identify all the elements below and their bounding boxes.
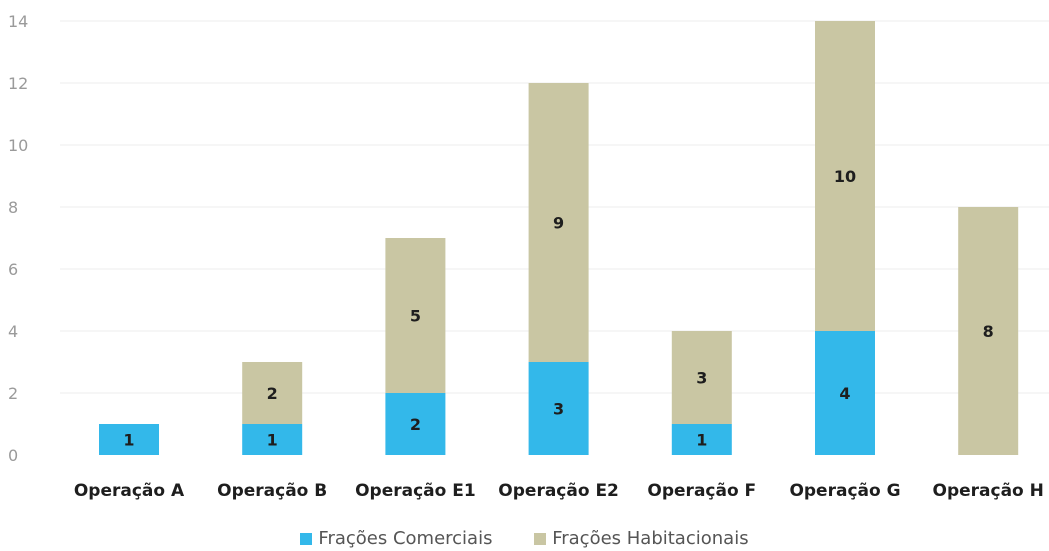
bar-segment-comerciais [528, 362, 589, 455]
y-tick-label: 4 [8, 322, 18, 341]
y-axis: 0 2 4 6 8 10 12 14 [8, 12, 28, 465]
x-category-label: Operação E1 [355, 481, 476, 501]
bar-segment-habitacionais [815, 21, 875, 331]
data-label: 2 [267, 384, 278, 403]
bar-segment-habitacionais [528, 83, 589, 362]
bar-segment-comerciais [815, 331, 875, 455]
x-axis: Operação A Operação B Operação E1 Operação … [74, 481, 1044, 501]
y-tick-label: 8 [8, 198, 18, 217]
data-label: 2 [410, 415, 421, 434]
y-tick-label: 2 [8, 384, 18, 403]
x-category-label: Operação B [217, 481, 327, 501]
bar-segment-habitacionais [671, 331, 732, 424]
bar-segment-habitacionais [958, 207, 1019, 455]
x-category-label: Operação F [647, 481, 756, 501]
x-category-label: Operação H [933, 481, 1044, 501]
bar-segment-comerciais [99, 424, 159, 455]
data-label: 5 [410, 307, 421, 326]
data-label: 1 [267, 431, 278, 450]
x-category-label: Operação G [789, 481, 900, 501]
bar-segment-comerciais [671, 424, 732, 455]
y-tick-label: 14 [8, 12, 28, 31]
data-label: 4 [839, 384, 850, 403]
data-label: 1 [696, 431, 707, 450]
bars [99, 21, 1019, 455]
data-label: 8 [983, 322, 994, 341]
y-tick-label: 6 [8, 260, 18, 279]
bar-segment-comerciais [242, 424, 303, 455]
legend-label-habitacionais: Frações Habitacionais [552, 528, 749, 549]
data-label: 3 [553, 400, 564, 419]
x-category-label: Operação E2 [498, 481, 619, 501]
bar-segment-habitacionais [385, 238, 446, 393]
legend-item-comerciais: Frações Comerciais [300, 528, 492, 549]
data-label: 9 [553, 214, 564, 233]
legend-item-habitacionais: Frações Habitacionais [534, 528, 749, 549]
legend-label-comerciais: Frações Comerciais [318, 528, 493, 549]
legend-swatch-comerciais [300, 532, 313, 545]
data-label: 1 [123, 431, 134, 450]
data-label: 3 [696, 369, 707, 388]
data-labels: 1 1 2 2 5 3 9 1 3 4 10 8 [123, 167, 993, 450]
bar-segment-habitacionais [242, 362, 303, 424]
y-tick-label: 10 [8, 136, 28, 155]
y-tick-label: 12 [8, 74, 28, 93]
legend: Frações Comerciais Frações Habitacionais [0, 528, 1049, 550]
data-label: 10 [834, 167, 856, 186]
bar-segment-comerciais [385, 393, 446, 455]
y-tick-label: 0 [8, 446, 18, 465]
x-category-label: Operação A [74, 481, 185, 501]
legend-swatch-habitacionais [534, 532, 547, 545]
